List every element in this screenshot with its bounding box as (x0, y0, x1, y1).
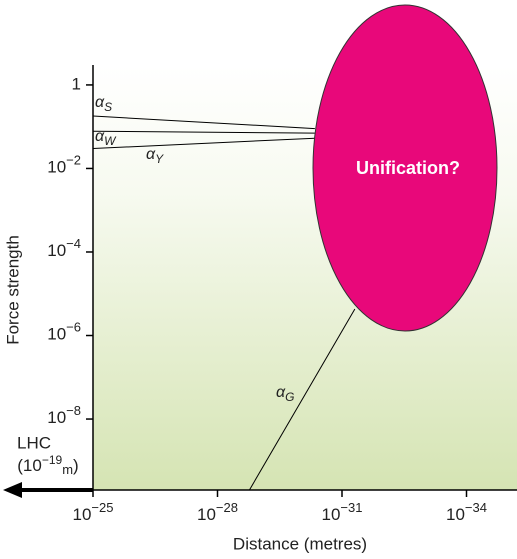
y-tick-label: 10−8 (47, 403, 81, 427)
lhc-label: LHC (17, 433, 51, 452)
series-label: αS (95, 94, 112, 114)
series-line (92, 130, 315, 134)
x-tick-label: 10−28 (197, 500, 238, 524)
x-tick-label: 10−34 (446, 500, 487, 524)
x-axis-label: Distance (metres) (233, 534, 367, 553)
series-line (92, 137, 315, 150)
series-label: αG (276, 384, 294, 404)
lhc-part: m (62, 462, 73, 477)
y-tick-label: 10−4 (47, 236, 81, 260)
y-tick-label: 10−6 (47, 320, 81, 344)
lhc-part: ) (73, 456, 79, 475)
x-tick-label: 10−25 (73, 500, 114, 524)
y-tick-label: 1 (72, 74, 81, 93)
y-tick-label: 10−2 (47, 153, 81, 177)
series-label: αY (146, 146, 164, 166)
lhc-distance: (10−19m) (17, 453, 78, 477)
y-axis-label: Force strength (3, 235, 22, 345)
unification-region (312, 4, 498, 332)
series-line (92, 115, 315, 130)
lhc-part: −19 (42, 453, 63, 467)
series-line (249, 308, 356, 491)
lhc-part: (10 (17, 456, 42, 475)
x-tick-label: 10−31 (322, 500, 363, 524)
region-label: Unification? (356, 158, 460, 178)
lhc-arrowhead (3, 482, 22, 498)
series-label: αW (95, 128, 117, 148)
